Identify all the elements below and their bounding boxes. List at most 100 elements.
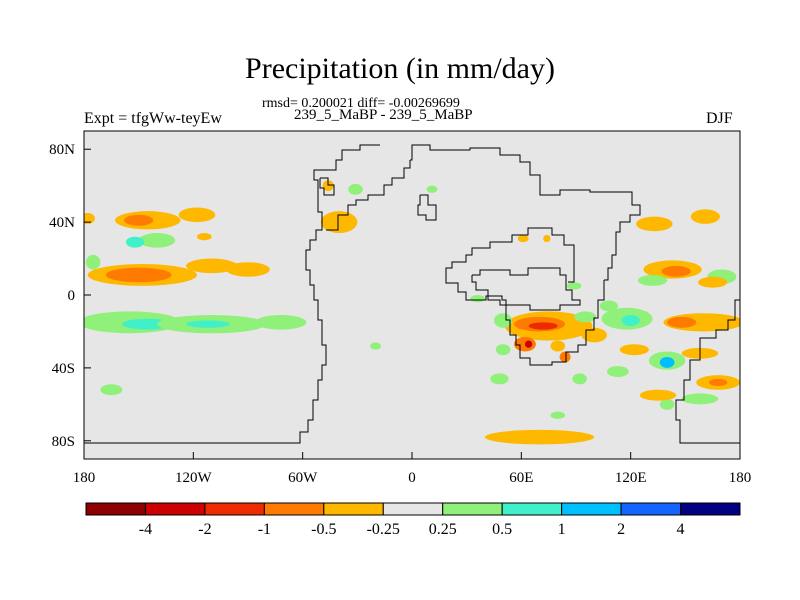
anomaly-patch xyxy=(494,313,513,328)
anomaly-patch xyxy=(667,316,697,328)
colorbar-label: 0.25 xyxy=(429,521,457,538)
anomaly-patch xyxy=(138,233,176,248)
anomaly-patch xyxy=(543,234,551,243)
colorbar-label: 2 xyxy=(617,521,625,538)
chart-title: Precipitation (in mm/day) xyxy=(245,52,555,85)
anomaly-patch xyxy=(495,344,511,356)
anomaly-patch xyxy=(599,300,618,312)
colorbar-swatch xyxy=(204,502,265,516)
season-label: DJF xyxy=(706,110,733,127)
coastline-island-south xyxy=(319,177,335,196)
anomaly-patch xyxy=(659,356,675,368)
colorbar-swatch xyxy=(442,502,503,516)
anomaly-patch xyxy=(85,254,101,270)
anomaly-patch xyxy=(581,327,607,343)
anomaly-patch xyxy=(484,429,595,445)
y-tick-label: 40N xyxy=(49,215,75,231)
x-tick-label: 60E xyxy=(509,470,533,486)
coastline-america-west xyxy=(84,144,380,444)
anomaly-patch xyxy=(196,233,212,241)
x-tick-label: 180 xyxy=(729,470,752,486)
colorbar-label: 1 xyxy=(558,521,566,538)
coastline-greenland xyxy=(410,144,641,281)
colorbar-label: -1 xyxy=(258,521,271,538)
anomaly-patch xyxy=(621,315,640,326)
anomaly-patch xyxy=(320,211,358,234)
colorbar-swatch xyxy=(144,502,206,516)
anomaly-patch xyxy=(639,389,677,401)
colorbar-swatch xyxy=(323,502,384,516)
anomaly-patch xyxy=(637,274,668,286)
anomaly-patch xyxy=(636,216,673,232)
anomaly-patch xyxy=(574,311,597,323)
case-label: 239_5_MaBP - 239_5_MaBP xyxy=(294,107,473,123)
continent-outlines xyxy=(84,144,740,444)
y-tick-label: 40S xyxy=(52,361,75,377)
anomaly-patch xyxy=(370,342,382,350)
colorbar-swatch xyxy=(501,502,563,516)
experiment-label: Expt = tfgWw-teyEw xyxy=(84,110,222,127)
anomaly-patch xyxy=(659,398,675,410)
coastline-america-east xyxy=(326,160,411,231)
x-tick-label: 180 xyxy=(73,470,96,486)
y-tick-label: 80N xyxy=(49,142,75,158)
anomaly-patch xyxy=(550,411,566,419)
colorbar-label: 0.5 xyxy=(492,521,512,538)
anomaly-patch xyxy=(186,320,230,328)
anomaly-patch xyxy=(322,180,334,192)
coastline-inner-sea xyxy=(471,267,581,311)
anomaly-patch xyxy=(186,258,238,274)
coastline-island-north xyxy=(417,194,437,221)
anomaly-patch xyxy=(426,185,438,193)
anomaly-patch xyxy=(709,378,728,387)
rmsd-diff-label: rmsd= 0.200021 diff= -0.00269699 xyxy=(262,96,460,111)
x-tick-label: 60W xyxy=(288,470,318,486)
anomaly-patch xyxy=(528,322,558,330)
colorbar-swatch xyxy=(382,502,444,516)
x-tick-label: 120E xyxy=(615,470,647,486)
anomaly-patch xyxy=(226,262,270,277)
anomaly-patch xyxy=(524,340,533,348)
anomaly-patch xyxy=(517,234,529,243)
y-tick-label: 80S xyxy=(52,434,75,450)
anomaly-patch xyxy=(490,373,509,385)
anomaly-field xyxy=(84,180,740,445)
anomaly-patch xyxy=(606,366,629,377)
anomaly-patch xyxy=(619,344,649,356)
anomaly-patch xyxy=(100,384,123,396)
colorbar-label: -2 xyxy=(198,521,211,538)
anomaly-patch xyxy=(690,209,720,224)
anomaly-patch xyxy=(681,393,719,405)
anomaly-patch xyxy=(661,265,691,277)
colorbar-swatch xyxy=(620,502,682,516)
anomaly-patch xyxy=(550,340,566,352)
anomaly-patch xyxy=(348,183,363,195)
coastline-eurasia xyxy=(445,227,605,366)
anomaly-patch xyxy=(178,207,216,223)
anomaly-patch xyxy=(698,276,728,288)
colorbar-swatch xyxy=(85,502,146,516)
anomaly-patch xyxy=(559,351,571,363)
anomaly-patch xyxy=(125,236,145,248)
coastline-australia xyxy=(675,280,740,444)
colorbar-label: -0.5 xyxy=(311,521,336,538)
anomaly-patch xyxy=(572,373,587,385)
y-tick-label: 0 xyxy=(68,288,76,304)
anomaly-patch xyxy=(105,267,172,283)
x-tick-label: 120W xyxy=(175,470,213,486)
map-background xyxy=(84,131,740,459)
anomaly-patch xyxy=(124,214,154,226)
colorbar-swatch xyxy=(680,502,741,516)
anomaly-patch xyxy=(84,213,95,224)
x-tick-label: 0 xyxy=(408,470,416,486)
anomaly-patch xyxy=(566,282,582,290)
map-axes: 180 120W 60W 0 60E 120E 180 80N 40N 0 40S 80S xyxy=(49,142,751,486)
colorbar-swatch xyxy=(561,502,622,516)
colorbar-label: -0.25 xyxy=(367,521,400,538)
colorbar-label: -4 xyxy=(139,521,152,538)
colorbar-swatch xyxy=(263,502,325,516)
colorbar-label: 4 xyxy=(677,521,685,538)
anomaly-patch xyxy=(255,315,307,330)
